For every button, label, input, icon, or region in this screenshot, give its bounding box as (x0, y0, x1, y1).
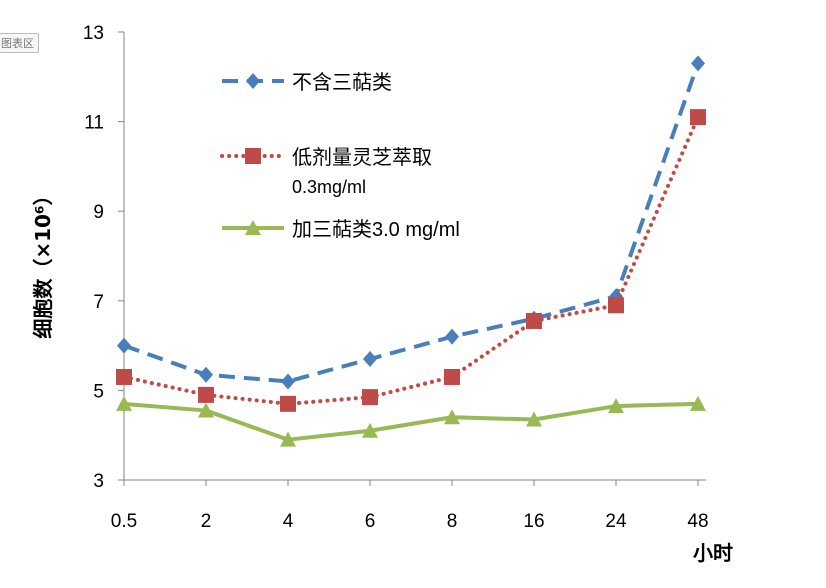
y-tick-label: 11 (84, 113, 104, 134)
series-3-point (280, 431, 296, 447)
series-1-point (363, 351, 377, 368)
series-3-point (198, 402, 214, 418)
y-tick-label: 9 (93, 202, 104, 223)
series-2-point (444, 368, 460, 385)
legend-label: 低剂量灵芝萃取 (292, 146, 432, 169)
x-tick-label: 24 (605, 511, 627, 532)
series-3-point (116, 395, 132, 411)
series-2-point (362, 389, 378, 406)
legend-swatch-marker (245, 220, 261, 235)
x-tick-label: 0.5 (111, 511, 137, 532)
series-2-point (280, 395, 296, 412)
series-2-point (608, 297, 624, 314)
x-tick-label: 16 (523, 511, 544, 532)
series-3-point (444, 409, 460, 425)
legend-item-2: 低剂量灵芝萃取 0.3mg/ml (220, 146, 432, 197)
x-tick-label: 4 (283, 511, 294, 532)
legend-label-line2: 0.3mg/ml (292, 177, 366, 197)
y-tick-label: 3 (93, 471, 104, 492)
series-1-point (281, 373, 295, 390)
legend-item-1: 不含三萜类 (222, 71, 392, 94)
series-2 (116, 109, 706, 412)
series-3-point (690, 395, 706, 411)
legend-swatch-marker (245, 148, 261, 164)
series-3-line (123, 401, 699, 442)
legend-swatch-marker (246, 73, 260, 89)
series-2-point (690, 109, 706, 126)
series-1-line (123, 62, 700, 384)
series-3-point (608, 398, 624, 414)
series-2-point (526, 312, 542, 329)
series-2-point (198, 386, 214, 403)
x-tick-label: 48 (687, 511, 708, 532)
series-3 (116, 395, 706, 447)
series-1-point (117, 337, 131, 354)
series-3-point (526, 411, 542, 427)
series-1-point (691, 55, 705, 72)
x-tick-label: 2 (201, 511, 212, 532)
y-tick-label: 13 (83, 23, 104, 44)
series-1-point (445, 328, 459, 345)
series-2-point (116, 368, 132, 385)
y-tick-label: 5 (93, 381, 104, 402)
chart-area-tag: 图表区 (0, 33, 39, 53)
series-2-line (122, 115, 700, 406)
legend-label: 加三萜类3.0 mg/ml (292, 218, 460, 241)
y-axis-label: 细胞数（×10⁶） (31, 185, 55, 338)
series-1-point (199, 366, 213, 383)
x-tick-label: 8 (447, 511, 458, 532)
y-tick-label: 7 (93, 292, 104, 313)
legend-label: 不含三萜类 (292, 71, 392, 94)
x-tick-label: 6 (365, 511, 376, 532)
x-axis-label: 小时 (693, 541, 733, 565)
series-3-point (362, 422, 378, 438)
series-layer (116, 55, 706, 447)
legend-item-3: 加三萜类3.0 mg/ml (222, 218, 460, 241)
